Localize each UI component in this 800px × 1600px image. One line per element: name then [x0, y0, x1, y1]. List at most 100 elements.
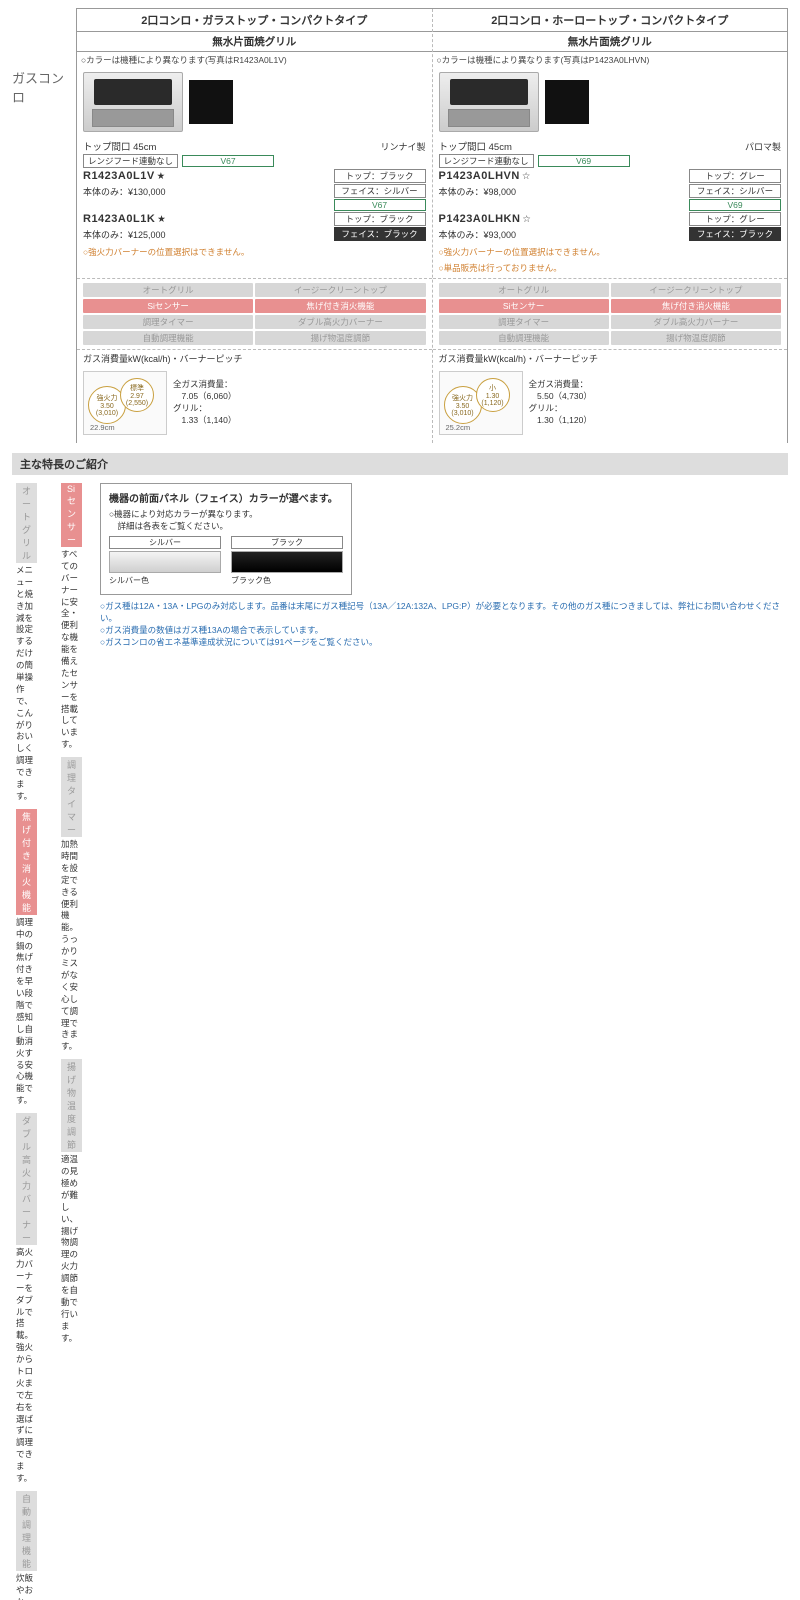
swatch-box [109, 551, 221, 573]
feature-desc: 適温の見極めが難しい、揚げ物調理の火力調節を自動で行います。 [61, 1154, 82, 1344]
maker: パロマ製 [745, 140, 781, 153]
swatch-caption: シルバー色 [109, 575, 221, 586]
feature-explanation: 揚げ物温度調節適温の見極めが難しい、揚げ物調理の火力調節を自動で行います。 [61, 1059, 82, 1344]
vcode-pill: V69 [538, 155, 630, 167]
model-code: P1423A0LHVN [439, 170, 520, 182]
feature-chip: 焦げ付き消火機能 [611, 299, 781, 313]
gas-header: ガス消費量kW(kcal/h)・バーナーピッチ [433, 349, 788, 367]
feature-label: 揚げ物温度調節 [61, 1059, 82, 1152]
feature-chip: 自動調理機能 [83, 331, 253, 345]
feature-desc: 調理中の鍋の焦げ付きを早い段階で感知し自動消火する安心機能です。 [16, 917, 37, 1107]
warning-note: ○強火力バーナーの位置選択はできません。 [77, 246, 432, 262]
gas-consumption-text: 全ガス消費量： 7.05（6,060）グリル： 1.33（1,140） [173, 379, 236, 427]
face-color-pill: フェイス：シルバー [334, 184, 426, 198]
feature-chip: 焦げ付き消火機能 [255, 299, 425, 313]
col-header-2: 無水片面焼グリル [77, 32, 432, 52]
star-icon: ★ [157, 171, 166, 182]
face-swatch: シルバーシルバー色 [109, 536, 221, 586]
swatch-box [231, 551, 343, 573]
feature-chip: Siセンサー [83, 299, 253, 313]
face-panel-box: 機器の前面パネル（フェイス）カラーが選べます。 ○機器により対応カラーが異なりま… [100, 483, 352, 595]
burner-diagram: 強火力3.50(3,010) 標準2.97(2,550) 22.9cm [83, 371, 167, 435]
footnotes: ○ガス種は12A・13A・LPGのみ対応します。品番は末尾にガス種記号（13A／… [100, 601, 784, 649]
linkage-pill: レンジフード連動なし [439, 154, 534, 168]
linkage-pill: レンジフード連動なし [83, 154, 178, 168]
top-width: トップ間口 45cm [83, 139, 376, 153]
feature-label: Siセンサー [61, 483, 82, 547]
feature-explanation: Siセンサーすべてのバーナーに安全・便利な機能を備えたセンサーを搭載しています。 [61, 483, 82, 751]
section-title: 主な特長のご紹介 [12, 453, 788, 475]
feature-chip: 調理タイマー [83, 315, 253, 329]
model-code: P1423A0LHKN [439, 213, 521, 225]
top-width: トップ間口 45cm [439, 139, 741, 153]
feature-chip-grid: オートグリルイージークリーントップSiセンサー焦げ付き消火機能調理タイマーダブル… [77, 278, 432, 349]
feature-chip: オートグリル [439, 283, 609, 297]
star-icon: ☆ [522, 214, 531, 225]
feature-chip: 自動調理機能 [439, 331, 609, 345]
spec-column: 2口コンロ・ホーロートップ・コンパクトタイプ 無水片面焼グリル ○カラーは機種に… [433, 9, 789, 443]
maker: リンナイ製 [380, 140, 425, 153]
feature-label: 調理タイマー [61, 757, 82, 837]
feature-label: ダブル高火力バーナー [16, 1113, 37, 1245]
price: 本体のみ：¥125,000 [83, 228, 330, 241]
feature-desc: すべてのバーナーに安全・便利な機能を備えたセンサーを搭載しています。 [61, 549, 82, 751]
feature-chip: オートグリル [83, 283, 253, 297]
face-swatch: ブラックブラック色 [231, 536, 343, 586]
color-note: ○カラーは機種により異なります(写真はR1423A0L1V) [77, 52, 432, 68]
feature-explanation: 自動調理機能炊飯やおかゆ、湯沸かしを、簡単な操作で自動調理できる便利な機能です。 [16, 1491, 37, 1600]
face-color-pill: フェイス：ブラック [334, 227, 426, 241]
feature-explanation: 調理タイマー加熱時間を設定できる便利機能。うっかりミスがなく安心して調理できます… [61, 757, 82, 1053]
feature-explanation: オートグリルメニューと焼き加減を設定するだけの簡単操作で、こんがりおいしく調理で… [16, 483, 37, 803]
swatch-tag: ブラック [231, 536, 343, 549]
stove-image [439, 72, 539, 132]
feature-chip-grid: オートグリルイージークリーントップSiセンサー焦げ付き消火機能調理タイマーダブル… [433, 278, 788, 349]
feature-desc: 炊飯やおかゆ、湯沸かしを、簡単な操作で自動調理できる便利な機能です。 [16, 1573, 37, 1600]
feature-label: 焦げ付き消火機能 [16, 809, 37, 915]
feature-chip: イージークリーントップ [611, 283, 781, 297]
top-color-swatch [545, 80, 589, 124]
top-color-swatch [189, 80, 233, 124]
feature-desc: 加熱時間を設定できる便利機能。うっかりミスがなく安心して調理できます。 [61, 839, 82, 1053]
feature-chip: Siセンサー [439, 299, 609, 313]
col-header-2: 無水片面焼グリル [433, 32, 788, 52]
price: 本体のみ：¥130,000 [83, 185, 330, 198]
burner-diagram: 強火力3.50(3,010) 小1.30(1,120) 25.2cm [439, 371, 523, 435]
stove-image [83, 72, 183, 132]
feature-label: 自動調理機能 [16, 1491, 37, 1571]
color-note: ○カラーは機種により異なります(写真はP1423A0LHVN) [433, 52, 788, 68]
feature-chip: ダブル高火力バーナー [611, 315, 781, 329]
swatch-tag: シルバー [109, 536, 221, 549]
swatch-caption: ブラック色 [231, 575, 343, 586]
face-color-pill: フェイス：ブラック [689, 227, 781, 241]
col-header-1: 2口コンロ・ホーロートップ・コンパクトタイプ [433, 9, 788, 32]
category-label: ガスコンロ [12, 8, 76, 106]
star-icon: ☆ [522, 171, 531, 182]
panel-note: ○機器により対応カラーが異なります。 詳細は各表をご覧ください。 [109, 508, 343, 532]
feature-chip: 揚げ物温度調節 [255, 331, 425, 345]
gas-consumption-text: 全ガス消費量： 5.50（4,730）グリル： 1.30（1,120） [529, 379, 592, 427]
top-color-pill: トップ：グレー [689, 169, 781, 183]
feature-desc: メニューと焼き加減を設定するだけの簡単操作で、こんがりおいしく調理できます。 [16, 565, 37, 803]
gas-header: ガス消費量kW(kcal/h)・バーナーピッチ [77, 349, 432, 367]
panel-title: 機器の前面パネル（フェイス）カラーが選べます。 [109, 490, 343, 505]
warning-note: ○単品販売は行っておりません。 [433, 262, 788, 278]
price: 本体のみ：¥93,000 [439, 228, 686, 241]
vcode-pill: V67 [182, 155, 274, 167]
price: 本体のみ：¥98,000 [439, 185, 686, 198]
feature-chip: イージークリーントップ [255, 283, 425, 297]
feature-explanation: ダブル高火力バーナー高火力バーナーをダブルで搭載。強火からトロ火まで左右を選ばず… [16, 1113, 37, 1485]
star-icon: ★ [157, 214, 166, 225]
top-color-pill: トップ：ブラック [334, 212, 426, 226]
vcode-pill: V69 [689, 199, 781, 211]
model-code: R1423A0L1K [83, 213, 155, 225]
feature-chip: 調理タイマー [439, 315, 609, 329]
feature-chip: ダブル高火力バーナー [255, 315, 425, 329]
spec-column: 2口コンロ・ガラストップ・コンパクトタイプ 無水片面焼グリル ○カラーは機種によ… [76, 9, 433, 443]
top-color-pill: トップ：グレー [689, 212, 781, 226]
warning-note: ○強火力バーナーの位置選択はできません。 [433, 246, 788, 262]
feature-desc: 高火力バーナーをダブルで搭載。強火からトロ火まで左右を選ばずに調理できます。 [16, 1247, 37, 1485]
top-color-pill: トップ：ブラック [334, 169, 426, 183]
feature-explanation: 焦げ付き消火機能調理中の鍋の焦げ付きを早い段階で感知し自動消火する安心機能です。 [16, 809, 37, 1107]
col-header-1: 2口コンロ・ガラストップ・コンパクトタイプ [77, 9, 432, 32]
model-code: R1423A0L1V [83, 170, 155, 182]
